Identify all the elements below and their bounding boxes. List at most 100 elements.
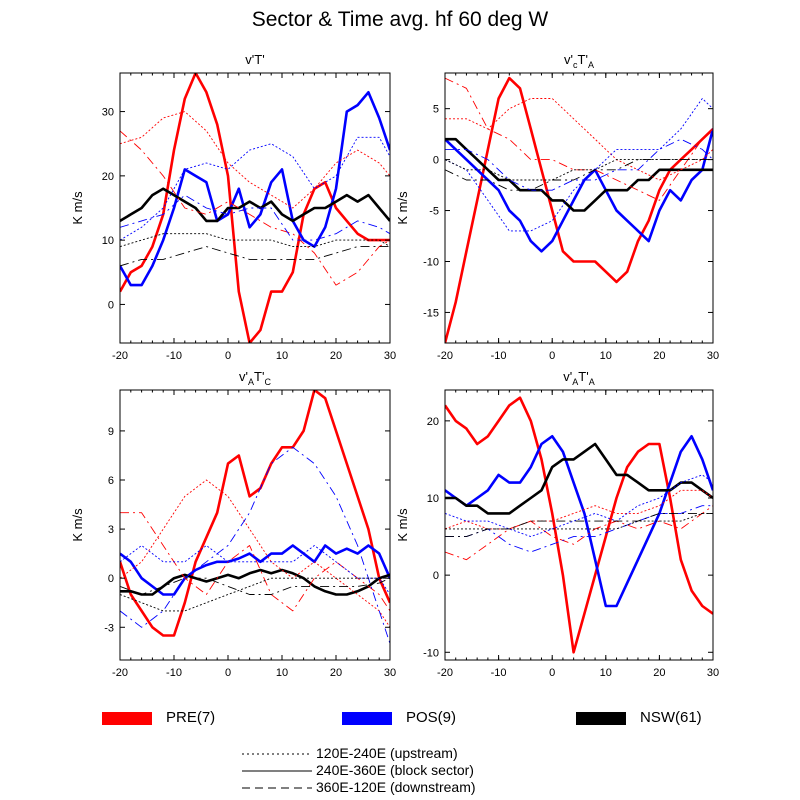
panel-title: v'T' (245, 52, 264, 67)
y-tick-label: 5 (433, 104, 439, 116)
series-line-nsw-120E-240E (445, 159, 713, 181)
x-tick-label: 30 (707, 350, 719, 362)
y-tick-label: 0 (433, 570, 439, 582)
y-tick-label: 0 (433, 155, 439, 167)
legend-swatch-pos (342, 712, 392, 725)
plot-frame (444, 389, 714, 661)
panel-title: v'AT'C (239, 369, 271, 387)
legend-swatch-pre (102, 712, 152, 725)
y-tick-label: 0 (108, 299, 114, 311)
series-line-nsw-240E-360E (120, 568, 390, 596)
legend-swatch-nsw (576, 712, 626, 725)
y-tick-label: 3 (108, 524, 114, 536)
x-tick-label: 30 (384, 667, 396, 679)
series-line-pos-120E-240E (445, 474, 713, 538)
x-tick-label: 0 (225, 350, 231, 362)
series-line-pos-240E-360E (120, 544, 390, 596)
series-line-pre-360E-120E (445, 77, 713, 201)
series-line-nsw-360E-120E (445, 512, 713, 538)
x-tick-label: 10 (276, 350, 288, 362)
linestyle-legend-lines (242, 753, 312, 789)
series-line-pre-240E-360E (120, 390, 390, 637)
x-tick-label: 20 (653, 667, 665, 679)
y-tick-label: 9 (108, 426, 114, 438)
x-tick-label: 10 (276, 667, 288, 679)
x-tick-label: -20 (112, 667, 128, 679)
chart-panel-3: -20 -10 0 10 20 30 -3 0 3 6 9 K m/s v'AT'C (70, 369, 396, 679)
series-line-pos-120E-240E (120, 136, 390, 241)
x-tick-label: 30 (384, 350, 396, 362)
x-tick-label: 0 (549, 667, 555, 679)
legend-label-block: 240E-360E (block sector) (316, 762, 474, 778)
series-line-pre-120E-240E (120, 479, 390, 628)
series-line-nsw-120E-240E (120, 577, 390, 612)
legend-label-nsw: NSW(61) (640, 709, 702, 726)
series-line-nsw-240E-360E (445, 137, 713, 212)
x-tick-label: -20 (112, 350, 128, 362)
series-line-pos-360E-120E (120, 446, 390, 644)
series-line-pos-240E-360E (445, 128, 713, 253)
y-tick-label: 0 (108, 573, 114, 585)
series-line-nsw-360E-120E (120, 577, 390, 595)
legend-label-pos: POS(9) (406, 709, 457, 726)
y-tick-label: 6 (108, 475, 114, 487)
series-line-pre-240E-360E (445, 76, 713, 343)
series-line-pre-240E-360E (445, 396, 713, 654)
chart-panel-1: -20 -10 0 10 20 30 0 10 20 30 K m/s v'T' (70, 52, 396, 362)
series-line-pre-120E-240E (445, 98, 713, 181)
chart-panel-2: -20 -10 0 10 20 30 -15 -10 -5 0 5 K m/s v'cT'A (395, 52, 719, 362)
x-tick-label: 0 (549, 350, 555, 362)
x-tick-label: -20 (437, 350, 453, 362)
series-line-nsw-360E-120E (445, 159, 713, 191)
x-tick-label: 20 (330, 667, 342, 679)
x-tick-label: 20 (330, 350, 342, 362)
x-tick-label: 10 (600, 667, 612, 679)
x-tick-label: 30 (707, 667, 719, 679)
legend-label-downstream: 360E-120E (downstream) (316, 779, 476, 795)
legend-label-pre: PRE(7) (166, 709, 216, 726)
y-tick-label: -5 (429, 206, 439, 218)
chart-panel-4: -20 -10 0 10 20 30 -10 0 10 20 K m/s v'AT'A (395, 369, 719, 679)
series-line-pre-360E-120E (120, 130, 390, 286)
series-line-pre-360E-120E (120, 512, 390, 612)
x-tick-label: -10 (166, 350, 182, 362)
x-tick-label: 20 (653, 350, 665, 362)
series-line-pre-240E-360E (120, 73, 390, 343)
y-tick-label: -15 (423, 307, 439, 319)
series-line-nsw-240E-360E (445, 442, 713, 515)
chart-title: Sector & Time avg. hf 60 deg W (251, 8, 549, 31)
y-tick-label: 10 (427, 493, 439, 505)
y-tick-label: 20 (102, 171, 114, 183)
y-tick-label: 10 (102, 235, 114, 247)
legend-label-upstream: 120E-240E (upstream) (316, 745, 458, 761)
x-tick-label: 0 (225, 667, 231, 679)
y-axis-label: K m/s (395, 508, 410, 542)
series-line-pre-360E-120E (445, 505, 713, 561)
y-tick-label: 20 (427, 416, 439, 428)
panel-title: v'cT'A (564, 52, 594, 70)
series-line-nsw-120E-240E (120, 233, 390, 248)
panel-title: v'AT'A (563, 369, 594, 387)
series-line-pos-360E-120E (120, 194, 390, 241)
y-tick-label: -3 (104, 622, 114, 634)
y-axis-label: K m/s (70, 191, 85, 225)
x-tick-label: -10 (491, 667, 507, 679)
plot-frame (444, 72, 714, 344)
y-axis-label: K m/s (395, 191, 410, 225)
x-tick-label: 10 (600, 350, 612, 362)
series-line-pre-120E-240E (445, 489, 713, 530)
series-line-pos-240E-360E (120, 91, 390, 287)
y-axis-label: K m/s (70, 508, 85, 542)
plot-frame (119, 389, 391, 661)
y-tick-label: -10 (423, 647, 439, 659)
series-line-pos-120E-240E (120, 545, 390, 595)
y-tick-label: -10 (423, 256, 439, 268)
series-line-pos-240E-360E (445, 434, 713, 608)
series-line-nsw-240E-360E (120, 187, 390, 223)
plot-frame (119, 72, 391, 344)
series-line-pos-360E-120E (445, 138, 713, 191)
x-tick-label: -20 (437, 667, 453, 679)
x-tick-label: -10 (166, 667, 182, 679)
series-line-nsw-120E-240E (445, 512, 713, 530)
